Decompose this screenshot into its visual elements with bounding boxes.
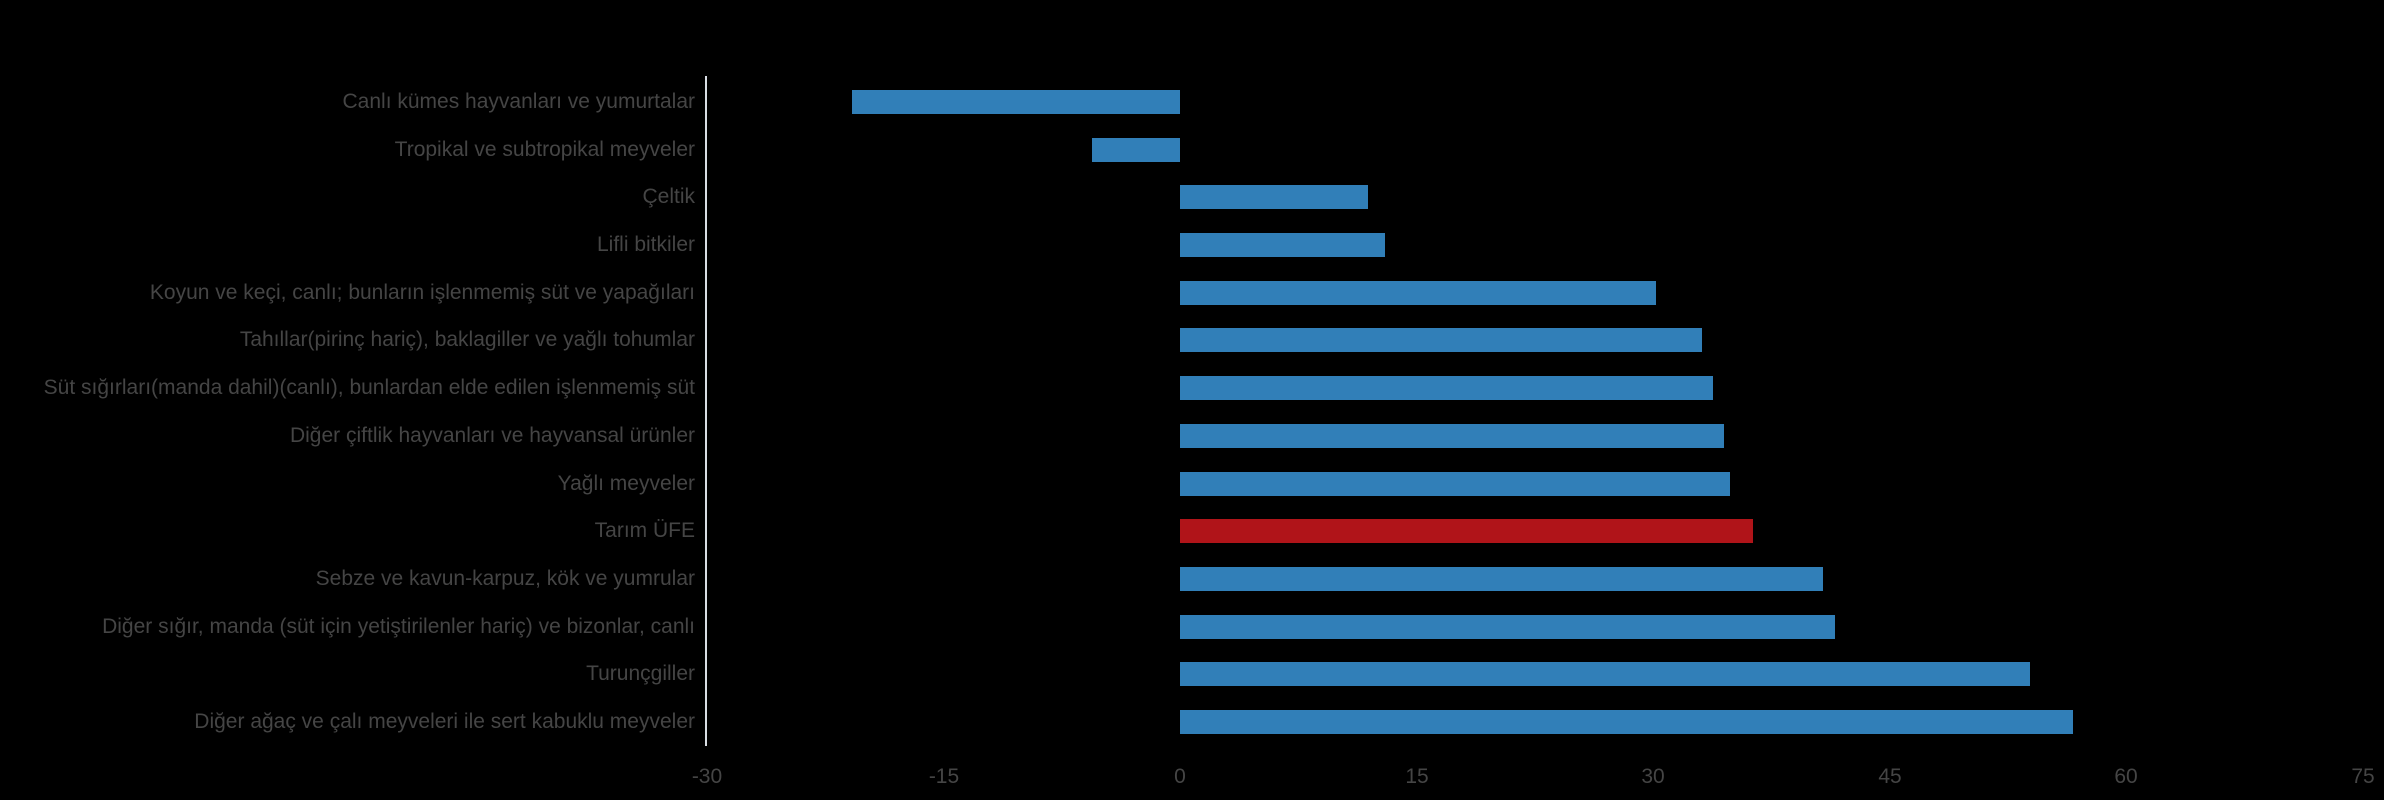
bar — [1180, 233, 1385, 257]
x-axis-tick-label: 15 — [1405, 765, 1429, 788]
bar — [1180, 567, 1823, 591]
x-axis-tick-label: -15 — [928, 765, 960, 788]
bar — [1092, 138, 1180, 162]
category-label: Çeltik — [642, 185, 695, 208]
category-label: Diğer ağaç ve çalı meyveleri ile sert ka… — [194, 710, 695, 733]
highlight-bar — [1180, 519, 1753, 543]
x-axis-tick-label: 0 — [1174, 765, 1186, 788]
category-label: Süt sığırları(manda dahil)(canlı), bunla… — [43, 376, 695, 399]
bar — [1180, 185, 1368, 209]
bar — [1180, 281, 1656, 305]
x-axis-tick-label: 30 — [1641, 765, 1665, 788]
bar — [1180, 472, 1730, 496]
bar — [1180, 328, 1702, 352]
category-label: Diğer sığır, manda (süt için yetiştirile… — [102, 615, 695, 638]
category-label: Diğer çiftlik hayvanları ve hayvansal ür… — [289, 424, 695, 447]
category-axis-line — [705, 76, 707, 746]
bar — [1180, 424, 1724, 448]
bar — [852, 90, 1180, 114]
bar — [1180, 376, 1713, 400]
category-label: Canlı kümes hayvanları ve yumurtalar — [342, 90, 695, 113]
x-axis-tick-label: 60 — [2114, 765, 2138, 788]
category-label: Lifli bitkiler — [596, 233, 695, 256]
category-label: Tropikal ve subtropikal meyveler — [394, 138, 695, 161]
category-label: Tahıllar(pirinç hariç), baklagiller ve y… — [239, 328, 695, 351]
bar — [1180, 615, 1835, 639]
bar — [1180, 662, 2030, 686]
category-label: Koyun ve keçi, canlı; bunların işlenmemi… — [149, 281, 695, 304]
category-label: Turunçgiller — [586, 662, 695, 685]
x-axis-tick-label: 75 — [2351, 765, 2375, 788]
x-axis-tick-label: -30 — [691, 765, 723, 788]
bar — [1180, 710, 2073, 734]
category-label: Sebze ve kavun-karpuz, kök ve yumrular — [315, 567, 695, 590]
category-label: Yağlı meyveler — [557, 472, 695, 495]
category-label: Tarım ÜFE — [594, 519, 695, 542]
x-axis-tick-label: 45 — [1878, 765, 1902, 788]
